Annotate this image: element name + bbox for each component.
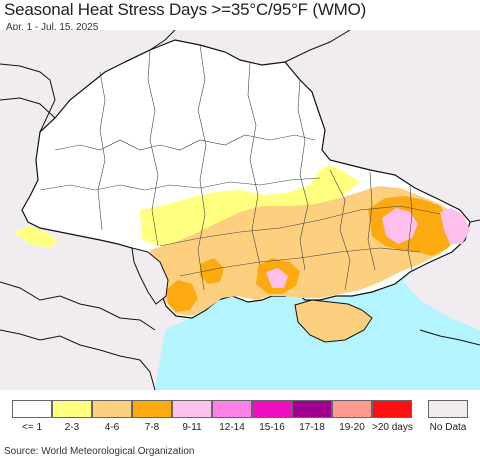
legend-label: 17-18 bbox=[299, 422, 325, 433]
legend-label-no-data: No Data bbox=[429, 422, 467, 433]
zone-9-11-east bbox=[382, 208, 418, 244]
moldova bbox=[131, 247, 169, 305]
zone-9-11-east2 bbox=[440, 208, 470, 244]
legend-swatch-no-data bbox=[428, 400, 468, 418]
legend-label: 7-8 bbox=[144, 422, 160, 433]
legend-swatch bbox=[252, 400, 292, 418]
source-note: Source: World Meteorological Organizatio… bbox=[4, 446, 195, 457]
legend-swatch bbox=[92, 400, 132, 418]
legend-label: <= 1 bbox=[21, 422, 43, 433]
legend-swatch bbox=[172, 400, 212, 418]
crimea bbox=[294, 299, 373, 343]
legend-label: 2-3 bbox=[64, 422, 80, 433]
zone-7-8-odesa bbox=[200, 258, 224, 284]
legend-label: 9-11 bbox=[182, 422, 202, 433]
legend-label: 15-16 bbox=[259, 422, 285, 433]
legend: <= 1 2-3 4-6 7-8 9-11 12-14 15-16 17-18 19-20 >20… bbox=[0, 396, 480, 436]
legend-swatch bbox=[52, 400, 92, 418]
legend-label: >20 days bbox=[372, 422, 413, 433]
legend-swatch bbox=[132, 400, 172, 418]
map-subtitle: Apr. 1 - Jul. 15, 2025 bbox=[6, 22, 99, 33]
oblast-borders bbox=[39, 44, 441, 291]
zone-9-11-south bbox=[266, 268, 288, 288]
legend-swatch bbox=[372, 400, 412, 418]
legend-swatch bbox=[212, 400, 252, 418]
country-borders bbox=[0, 30, 480, 390]
legend-label: 12-14 bbox=[219, 422, 245, 433]
zone-2-3 bbox=[140, 165, 360, 246]
legend-swatch bbox=[12, 400, 52, 418]
legend-swatch bbox=[332, 400, 372, 418]
legend-swatch bbox=[292, 400, 332, 418]
legend-label: 4-6 bbox=[104, 422, 120, 433]
heat-stress-map bbox=[0, 30, 480, 390]
zone-2-3-west bbox=[14, 226, 58, 248]
zone-7-8-west bbox=[166, 280, 198, 312]
map-title: Seasonal Heat Stress Days >=35°C/95°F (W… bbox=[4, 0, 367, 19]
legend-label: 19-20 bbox=[339, 422, 365, 433]
